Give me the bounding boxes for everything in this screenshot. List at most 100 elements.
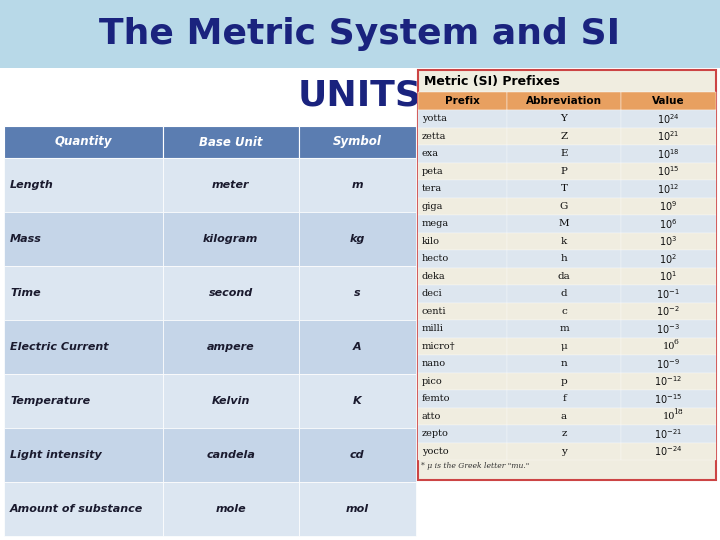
Text: A: A	[353, 342, 361, 352]
FancyBboxPatch shape	[508, 198, 621, 215]
Text: Length: Length	[10, 180, 54, 190]
Text: K: K	[353, 396, 361, 406]
FancyBboxPatch shape	[508, 215, 621, 233]
FancyBboxPatch shape	[299, 428, 416, 482]
Text: G: G	[560, 202, 568, 211]
FancyBboxPatch shape	[621, 180, 716, 198]
FancyBboxPatch shape	[418, 180, 508, 198]
FancyBboxPatch shape	[621, 250, 716, 267]
Text: 18: 18	[673, 408, 683, 416]
FancyBboxPatch shape	[508, 267, 621, 285]
Text: The Metric System and SI: The Metric System and SI	[99, 17, 621, 51]
FancyBboxPatch shape	[508, 250, 621, 267]
Text: Kelvin: Kelvin	[212, 396, 250, 406]
Text: c: c	[561, 307, 567, 316]
FancyBboxPatch shape	[418, 425, 508, 442]
FancyBboxPatch shape	[508, 285, 621, 302]
FancyBboxPatch shape	[508, 233, 621, 250]
FancyBboxPatch shape	[508, 425, 621, 442]
FancyBboxPatch shape	[299, 266, 416, 320]
FancyBboxPatch shape	[299, 212, 416, 266]
Text: T: T	[560, 184, 567, 193]
Text: nano: nano	[422, 359, 446, 368]
FancyBboxPatch shape	[163, 266, 299, 320]
Text: $10^{21}$: $10^{21}$	[657, 130, 680, 143]
Text: $10^{2}$: $10^{2}$	[660, 252, 678, 266]
FancyBboxPatch shape	[508, 145, 621, 163]
FancyBboxPatch shape	[0, 0, 720, 68]
FancyBboxPatch shape	[418, 233, 508, 250]
FancyBboxPatch shape	[299, 374, 416, 428]
FancyBboxPatch shape	[508, 163, 621, 180]
FancyBboxPatch shape	[508, 390, 621, 408]
FancyBboxPatch shape	[418, 338, 508, 355]
FancyBboxPatch shape	[418, 355, 508, 373]
FancyBboxPatch shape	[4, 482, 163, 536]
Text: Quantity: Quantity	[55, 136, 112, 148]
FancyBboxPatch shape	[299, 320, 416, 374]
Text: peta: peta	[422, 167, 444, 176]
FancyBboxPatch shape	[621, 302, 716, 320]
FancyBboxPatch shape	[4, 158, 163, 212]
Text: milli: milli	[422, 324, 444, 333]
Text: $10^{-21}$: $10^{-21}$	[654, 427, 683, 441]
FancyBboxPatch shape	[621, 285, 716, 302]
FancyBboxPatch shape	[163, 482, 299, 536]
FancyBboxPatch shape	[163, 212, 299, 266]
FancyBboxPatch shape	[508, 127, 621, 145]
Text: kg: kg	[350, 234, 365, 244]
FancyBboxPatch shape	[4, 428, 163, 482]
Text: M: M	[559, 219, 570, 228]
Text: deka: deka	[422, 272, 446, 281]
Text: $10^{24}$: $10^{24}$	[657, 112, 680, 126]
Text: Abbreviation: Abbreviation	[526, 96, 602, 106]
Text: $10^{-12}$: $10^{-12}$	[654, 374, 683, 388]
Text: d: d	[561, 289, 567, 298]
FancyBboxPatch shape	[299, 158, 416, 212]
Text: yotta: yotta	[422, 114, 447, 123]
Text: Electric Current: Electric Current	[10, 342, 109, 352]
Text: giga: giga	[422, 202, 444, 211]
FancyBboxPatch shape	[418, 198, 508, 215]
Text: centi: centi	[422, 307, 446, 316]
Text: $10^{15}$: $10^{15}$	[657, 164, 680, 178]
Text: s: s	[354, 288, 361, 298]
Text: p: p	[561, 377, 567, 386]
FancyBboxPatch shape	[163, 374, 299, 428]
Text: UNITS: UNITS	[298, 79, 422, 113]
FancyBboxPatch shape	[621, 110, 716, 127]
FancyBboxPatch shape	[418, 408, 508, 425]
FancyBboxPatch shape	[4, 266, 163, 320]
Text: cd: cd	[350, 450, 364, 460]
FancyBboxPatch shape	[163, 428, 299, 482]
Text: da: da	[558, 272, 570, 281]
Text: deci: deci	[422, 289, 443, 298]
FancyBboxPatch shape	[418, 320, 508, 338]
FancyBboxPatch shape	[418, 163, 508, 180]
FancyBboxPatch shape	[621, 338, 716, 355]
Text: second: second	[209, 288, 253, 298]
Text: Y: Y	[561, 114, 567, 123]
Text: Z: Z	[560, 132, 567, 141]
FancyBboxPatch shape	[299, 482, 416, 536]
Text: P: P	[561, 167, 567, 176]
FancyBboxPatch shape	[163, 320, 299, 374]
FancyBboxPatch shape	[621, 127, 716, 145]
FancyBboxPatch shape	[4, 320, 163, 374]
Text: $10^{-24}$: $10^{-24}$	[654, 444, 683, 458]
Text: zepto: zepto	[422, 429, 449, 438]
Text: tera: tera	[422, 184, 442, 193]
Text: $10^{12}$: $10^{12}$	[657, 182, 680, 195]
Text: exa: exa	[422, 149, 439, 158]
Text: Temperature: Temperature	[10, 396, 90, 406]
FancyBboxPatch shape	[508, 338, 621, 355]
Text: mega: mega	[422, 219, 449, 228]
Text: $10^{-9}$: $10^{-9}$	[657, 357, 680, 370]
Text: $10^{-15}$: $10^{-15}$	[654, 392, 683, 406]
FancyBboxPatch shape	[163, 126, 299, 158]
FancyBboxPatch shape	[418, 302, 508, 320]
Text: f: f	[562, 394, 566, 403]
Text: pico: pico	[422, 377, 443, 386]
Text: 10: 10	[662, 411, 675, 421]
Text: Time: Time	[10, 288, 40, 298]
